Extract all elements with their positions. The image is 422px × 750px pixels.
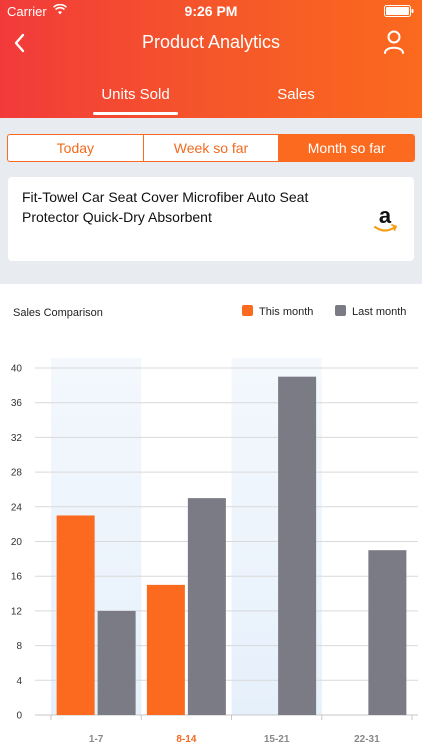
y-tick-label: 40 [11,364,23,375]
bar-this-month[interactable] [146,584,185,715]
svg-text:a: a [379,203,392,228]
sales-comparison-chart: 0 4 8 12 16 20 24 28 32 36 40 1-7 8-14 15-21 22-31 Sal… [0,290,422,750]
period-selector: Today Week so far Month so far [7,134,415,162]
legend-last-month: Last month [335,305,406,321]
period-today-button[interactable]: Today [8,135,144,161]
legend-swatch-this-month [242,305,253,316]
chart-title: Sales Comparison [13,307,103,319]
nav-bar: Product Analytics [0,22,422,64]
chevron-left-icon[interactable] [6,26,34,60]
metric-tabs: Units Sold Sales [0,80,422,118]
period-week-button[interactable]: Week so far [144,135,280,161]
status-bar: Carrier 9:26 PM [0,0,422,22]
app-header: Carrier 9:26 PM Product Analytics Units … [0,0,422,118]
bar-last-month[interactable] [368,550,407,715]
legend-this-month: This month [242,305,313,321]
period-month-button[interactable]: Month so far [279,135,414,161]
bar-last-month[interactable] [278,376,317,715]
legend-last-month-label: Last month [352,306,407,318]
legend-swatch-last-month [335,305,346,316]
y-tick-label: 20 [11,537,23,548]
tab-sales[interactable]: Sales [250,80,342,112]
tab-sales-label: Sales [277,86,315,103]
y-tick-label: 12 [11,606,23,617]
tab-units-sold-label: Units Sold [101,86,170,103]
y-tick-label: 36 [11,398,23,409]
status-time: 9:26 PM [184,3,238,19]
x-category-label[interactable]: 1-7 [89,734,104,745]
person-icon[interactable] [382,28,406,56]
page-title: Product Analytics [141,32,281,52]
y-tick-label: 4 [16,676,22,687]
bar-this-month[interactable] [56,515,95,715]
amazon-logo: a [373,203,398,232]
product-title: Fit-Towel Car Seat Cover Microfiber Auto… [22,189,309,225]
legend-this-month-label: This month [259,306,314,318]
y-tick-label: 0 [16,711,22,722]
y-tick-label: 24 [11,502,23,513]
y-tick-label: 32 [11,433,23,444]
wifi-icon [53,4,67,15]
carrier-label: Carrier [7,4,47,19]
bar-last-month[interactable] [97,610,136,715]
y-tick-label: 28 [11,468,23,479]
y-tick-label: 8 [16,641,22,652]
y-tick-label: 16 [11,572,23,583]
bar-last-month[interactable] [187,498,226,715]
x-category-label[interactable]: 8-14 [176,734,196,745]
active-tab-indicator [93,112,178,115]
bar-chart: 0 4 8 12 16 20 24 28 32 36 40 1-7 8-14 15-21 22-31 [11,358,418,745]
product-card[interactable]: Fit-Towel Car Seat Cover Microfiber Auto… [8,177,414,261]
battery-icon [384,5,414,17]
x-category-label[interactable]: 22-31 [354,734,380,745]
tab-units-sold[interactable]: Units Sold [87,80,184,115]
x-category-label[interactable]: 15-21 [264,734,290,745]
